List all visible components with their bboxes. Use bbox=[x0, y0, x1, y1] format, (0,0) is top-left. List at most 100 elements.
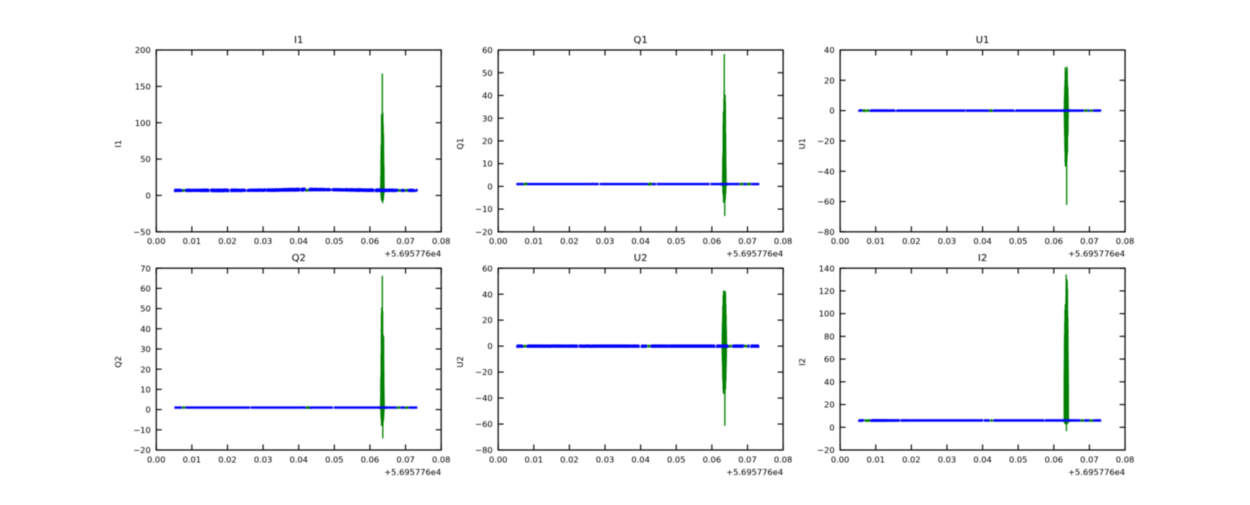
series-green-path bbox=[397, 407, 400, 409]
series-green-path bbox=[1064, 67, 1068, 204]
x-tick-label: 0.04 bbox=[289, 236, 307, 246]
y-tick-label: 30 bbox=[140, 344, 151, 354]
series-green-path bbox=[723, 55, 727, 216]
series-green-path bbox=[381, 74, 385, 203]
y-tick-label: 50 bbox=[482, 68, 493, 78]
y-axis-label: Q1 bbox=[455, 138, 465, 150]
series-green-path bbox=[989, 110, 992, 112]
axes-frame bbox=[840, 50, 1125, 232]
x-tick-label: 0.07 bbox=[1080, 236, 1098, 246]
subplot-title: U2 bbox=[634, 253, 648, 264]
x-tick-label: 0.08 bbox=[1116, 236, 1134, 246]
subplot-title: Q2 bbox=[292, 253, 306, 264]
subplot-title: I2 bbox=[978, 253, 987, 264]
y-tick-label: 60 bbox=[482, 263, 493, 273]
x-tick-label: 0.01 bbox=[183, 236, 201, 246]
x-tick-label: 0.04 bbox=[631, 236, 649, 246]
axes-frame bbox=[156, 50, 441, 232]
x-tick-label: 0.03 bbox=[254, 454, 272, 464]
Q2-series-green bbox=[182, 276, 408, 438]
series-blue-path bbox=[174, 189, 181, 191]
x-tick-label: 0.08 bbox=[774, 454, 792, 464]
y-tick-label: −20 bbox=[133, 445, 151, 455]
y-tick-label: 20 bbox=[482, 136, 493, 146]
x-tick-label: 0.05 bbox=[325, 236, 343, 246]
y-tick-label: 80 bbox=[824, 331, 835, 341]
x-tick-label: 0.06 bbox=[1045, 454, 1063, 464]
axes-frame bbox=[840, 268, 1125, 450]
series-blue-path bbox=[185, 189, 209, 191]
y-tick-label: 20 bbox=[824, 75, 835, 85]
x-tick-label: 0.08 bbox=[1116, 454, 1134, 464]
series-blue-path bbox=[301, 188, 306, 191]
series-green-path bbox=[648, 183, 651, 185]
x-tick-label: 0.03 bbox=[938, 454, 956, 464]
series-blue-path bbox=[870, 420, 900, 421]
y-tick-label: 0 bbox=[829, 422, 834, 432]
Q1-series-green bbox=[524, 55, 751, 216]
x-tick-label: 0.06 bbox=[703, 454, 721, 464]
y-tick-label: 40 bbox=[482, 91, 493, 101]
x-tick-label: 0.00 bbox=[147, 454, 165, 464]
x-tick-label: 0.01 bbox=[866, 236, 884, 246]
subplot-title: Q1 bbox=[634, 35, 648, 46]
y-tick-label: −60 bbox=[817, 197, 835, 207]
series-blue-path bbox=[401, 189, 404, 191]
series-blue-path bbox=[408, 189, 415, 191]
y-tick-label: −80 bbox=[817, 227, 835, 237]
axes-frame bbox=[156, 268, 441, 450]
x-tick-label: 0.00 bbox=[831, 454, 849, 464]
y-axis-label: Q2 bbox=[113, 356, 123, 368]
x-tick-label: 0.06 bbox=[361, 454, 379, 464]
y-tick-label: −40 bbox=[475, 393, 493, 403]
x-tick-label: 0.03 bbox=[254, 236, 272, 246]
x-tick-label: 0.01 bbox=[183, 454, 201, 464]
axes-frame bbox=[498, 268, 783, 450]
y-tick-label: 40 bbox=[824, 377, 835, 387]
x-tick-label: 0.05 bbox=[325, 454, 343, 464]
series-blue-path bbox=[375, 189, 398, 191]
y-tick-label: 0 bbox=[145, 405, 150, 415]
y-tick-label: 10 bbox=[482, 159, 493, 169]
series-green-path bbox=[748, 183, 751, 185]
y-tick-label: 60 bbox=[140, 283, 151, 293]
y-tick-label: −60 bbox=[475, 419, 493, 429]
y-tick-label: 0 bbox=[487, 341, 492, 351]
y-tick-label: 0 bbox=[145, 191, 150, 201]
series-blue-path bbox=[247, 189, 266, 191]
y-tick-label: 40 bbox=[482, 289, 493, 299]
series-green-path bbox=[1081, 420, 1084, 422]
x-tick-label: 0.08 bbox=[432, 454, 450, 464]
series-green-path bbox=[524, 183, 527, 185]
y-axis-label: U2 bbox=[455, 356, 465, 367]
y-tick-label: −10 bbox=[475, 204, 493, 214]
x-tick-label: 0.02 bbox=[560, 236, 578, 246]
series-blue-path bbox=[309, 188, 331, 190]
x-tick-label: 0.06 bbox=[1045, 236, 1063, 246]
y-axis-label: I2 bbox=[797, 358, 807, 366]
series-green-path bbox=[1090, 420, 1093, 422]
x-tick-label: 0.05 bbox=[1009, 236, 1027, 246]
y-tick-label: 50 bbox=[140, 304, 151, 314]
y-tick-label: −20 bbox=[475, 367, 493, 377]
y-tick-label: −20 bbox=[817, 445, 835, 455]
series-green-path bbox=[740, 183, 743, 185]
axes-frame bbox=[498, 50, 783, 232]
x-tick-label: 0.02 bbox=[902, 236, 920, 246]
U1-series-green bbox=[863, 67, 1093, 204]
x-offset-label: +5.695776e4 bbox=[726, 249, 783, 259]
series-green-path bbox=[405, 407, 408, 409]
y-axis-label: I1 bbox=[113, 140, 123, 148]
x-tick-label: 0.08 bbox=[774, 236, 792, 246]
series-green-path bbox=[1090, 110, 1093, 112]
y-tick-label: 40 bbox=[140, 324, 151, 334]
y-tick-label: 40 bbox=[824, 45, 835, 55]
series-green-path bbox=[648, 345, 651, 347]
x-tick-label: 0.02 bbox=[218, 236, 236, 246]
series-blue-path bbox=[231, 189, 246, 191]
